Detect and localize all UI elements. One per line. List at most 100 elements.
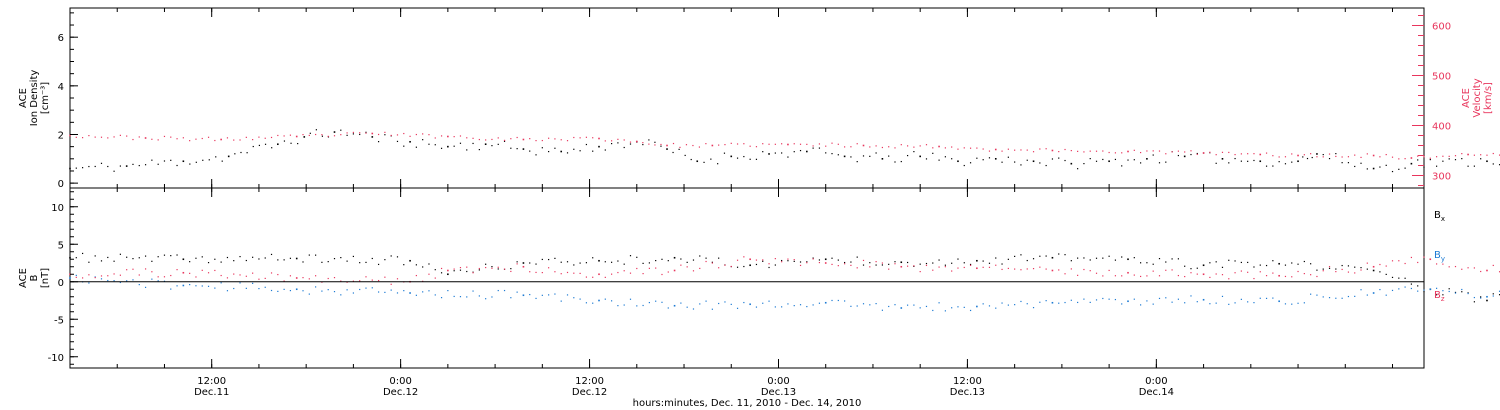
density-dot (1311, 156, 1313, 159)
bz-dot (270, 272, 273, 274)
density-dot (743, 155, 745, 158)
density-point (1297, 160, 1299, 163)
density-dot (459, 142, 462, 144)
by-dot (888, 305, 890, 308)
legend-entry-bz: Bz (1434, 290, 1445, 303)
density-dot (1158, 162, 1161, 164)
by-dot (107, 279, 109, 282)
velocity-dot (642, 142, 644, 144)
density-dot (1089, 158, 1091, 160)
by-dot (1077, 301, 1079, 304)
top-plot-area (69, 129, 1500, 173)
bz-dot (1398, 260, 1400, 262)
velocity-dot (1391, 156, 1394, 158)
bz-dot (497, 266, 499, 268)
density-dot (660, 145, 662, 147)
bx-dot (75, 257, 77, 259)
velocity-dot (107, 137, 109, 139)
velocity-dot (806, 143, 808, 145)
bz-dot (724, 264, 726, 266)
bx-dot (1360, 267, 1362, 269)
bx-dot (1032, 258, 1035, 260)
by-dot (453, 295, 455, 298)
density-dot (264, 143, 267, 145)
density-point (409, 140, 411, 143)
by-dot (1026, 303, 1028, 305)
field-tick-label: 0 (58, 278, 64, 289)
density-point (598, 145, 600, 148)
velocity-dot (541, 139, 543, 142)
density-point (730, 155, 733, 158)
bx-dot (1322, 268, 1324, 270)
by-dot (88, 282, 90, 284)
velocity-dot (195, 138, 197, 140)
bx-dot (163, 254, 166, 256)
bx-dot (277, 259, 279, 261)
by-dot (818, 302, 821, 304)
time-tick-label: 0:00 (1145, 376, 1167, 387)
density-dot (799, 149, 802, 152)
density-dot (1020, 164, 1022, 166)
bx-dot (113, 260, 115, 262)
bz-point (447, 269, 449, 272)
velocity-dot (698, 146, 701, 148)
density-dot (113, 170, 115, 172)
by-dot (1007, 304, 1009, 306)
velocity-dot (1146, 150, 1148, 152)
density-dot (755, 158, 758, 160)
bx-dot (1209, 262, 1211, 264)
density-dot (1435, 165, 1438, 167)
bx-dot (743, 265, 745, 268)
bx-dot (1184, 265, 1186, 267)
bx-dot (1089, 259, 1091, 261)
density-point (806, 150, 808, 153)
bx-dot (321, 261, 323, 263)
by-dot (1196, 301, 1198, 303)
bx-dot (1379, 271, 1381, 273)
by-dot (1089, 301, 1091, 303)
by-dot (1165, 297, 1167, 299)
bx-dot (1328, 267, 1331, 269)
bx-dot (906, 261, 909, 264)
bx-dot (1366, 268, 1368, 270)
velocity-dot (403, 132, 405, 135)
bz-dot (1146, 275, 1148, 277)
velocity-dot (1429, 157, 1431, 159)
density-dot (1360, 162, 1362, 164)
by-dot (1032, 307, 1035, 309)
velocity-dot (1498, 154, 1500, 156)
density-dot (925, 158, 928, 160)
bz-dot (283, 280, 285, 282)
by-dot (963, 306, 965, 308)
bz-dot (881, 262, 883, 264)
bz-dot (1240, 270, 1242, 272)
density-dot (1498, 164, 1500, 166)
velocity-dot (1461, 153, 1463, 155)
density-dot (472, 142, 474, 145)
density-tick-label: 6 (58, 33, 64, 44)
velocity-dot (289, 134, 292, 136)
density-dot (684, 154, 686, 157)
by-dot (510, 297, 512, 299)
bx-dot (529, 262, 531, 264)
velocity-dot (491, 138, 493, 141)
by-dot (201, 285, 203, 287)
by-dot (302, 290, 304, 292)
bx-dot (1020, 254, 1022, 256)
bz-dot (869, 266, 871, 268)
bx-dot (566, 261, 569, 263)
density-dot (340, 129, 342, 131)
density-dot (503, 140, 506, 142)
velocity-dot (566, 140, 569, 142)
velocity-point (295, 135, 298, 138)
density-dot (440, 147, 443, 149)
density-dot (1492, 163, 1494, 165)
by-dot (718, 302, 720, 305)
bz-dot (799, 264, 802, 267)
density-dot (894, 161, 896, 163)
by-dot (1473, 296, 1475, 299)
by-dot (1347, 295, 1350, 298)
velocity-dot (672, 142, 675, 145)
bx-dot (1152, 263, 1154, 265)
density-point (182, 160, 185, 163)
